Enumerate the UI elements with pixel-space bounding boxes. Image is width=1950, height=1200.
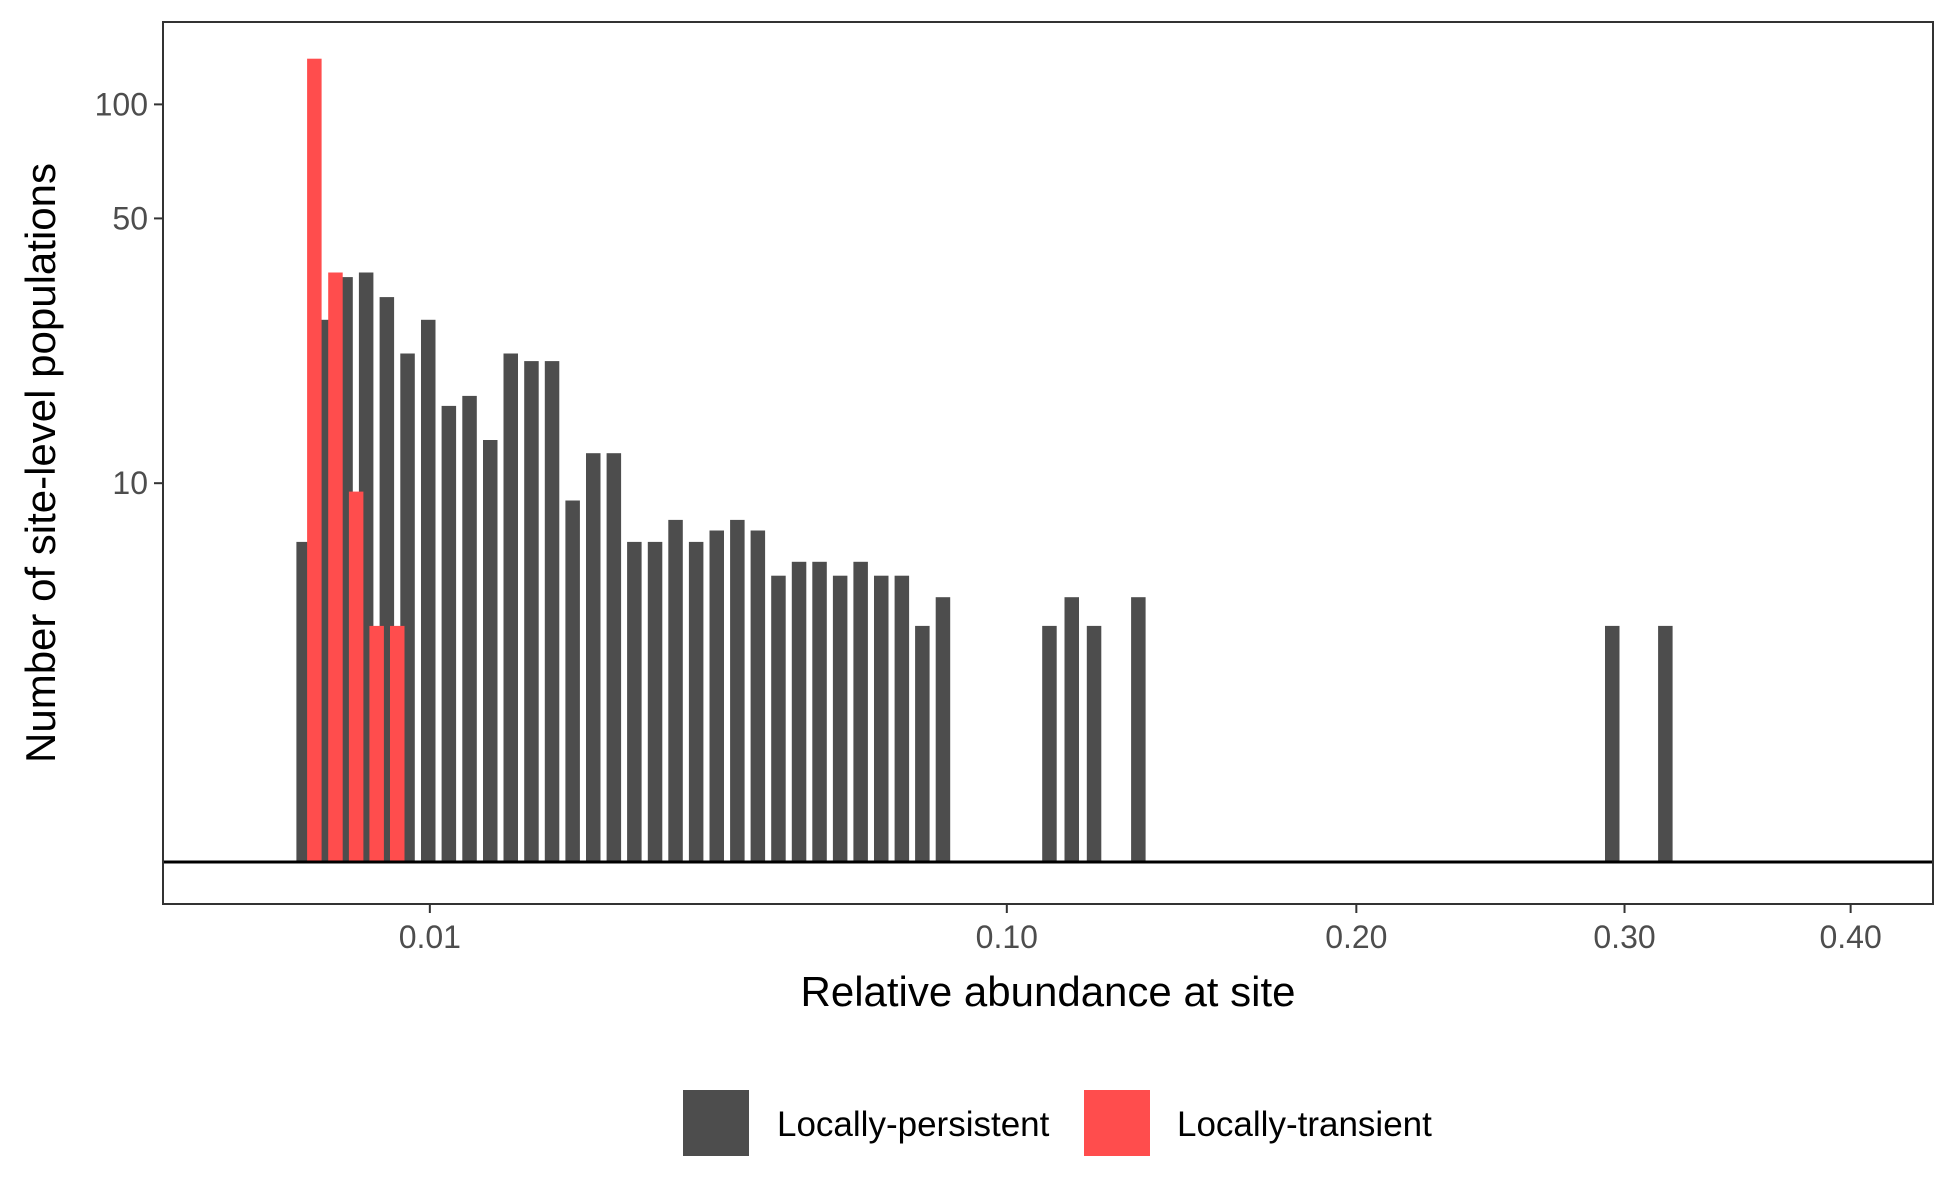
bar-locally-transient-0 xyxy=(307,58,322,862)
bars-group xyxy=(296,58,1673,863)
bar-locally-persistent-10 xyxy=(503,353,518,862)
bar-locally-persistent-37 xyxy=(1658,625,1673,862)
y-axis: 10 50 100 xyxy=(95,86,163,501)
bar-locally-persistent-33 xyxy=(1064,597,1079,862)
bar-locally-transient-1 xyxy=(328,272,343,862)
bar-locally-persistent-12 xyxy=(544,361,560,862)
bar-locally-persistent-22 xyxy=(750,530,766,862)
y-axis-title: Number of site-level populations xyxy=(17,163,64,763)
x-tick-label: 0.40 xyxy=(1819,919,1881,955)
bar-locally-persistent-34 xyxy=(1086,625,1102,862)
bar-locally-persistent-31 xyxy=(935,597,951,862)
bar-locally-persistent-29 xyxy=(894,575,910,862)
bar-locally-persistent-32 xyxy=(1042,625,1057,862)
bar-locally-persistent-30 xyxy=(915,625,930,862)
x-tick-label: 0.30 xyxy=(1593,919,1655,955)
legend-label-locally-transient: Locally-transient xyxy=(1177,1105,1432,1144)
bar-locally-persistent-21 xyxy=(730,519,745,862)
x-tick-label: 0.10 xyxy=(976,919,1038,955)
bar-locally-persistent-25 xyxy=(812,561,827,862)
bar-locally-transient-2 xyxy=(348,491,364,862)
bar-locally-persistent-15 xyxy=(606,453,622,862)
bar-locally-persistent-9 xyxy=(483,440,498,862)
bar-locally-transient-4 xyxy=(390,625,405,862)
x-tick-label: 0.20 xyxy=(1325,919,1387,955)
bar-locally-persistent-36 xyxy=(1605,625,1620,862)
y-tick-label: 10 xyxy=(112,465,148,501)
bar-locally-persistent-28 xyxy=(874,575,889,862)
bar-locally-persistent-7 xyxy=(441,405,457,862)
bar-locally-persistent-16 xyxy=(627,541,642,862)
bar-locally-persistent-26 xyxy=(832,575,848,862)
x-axis-title: Relative abundance at site xyxy=(801,968,1296,1015)
bar-locally-persistent-14 xyxy=(586,453,601,862)
legend-key-locally-persistent xyxy=(683,1090,749,1156)
bar-locally-transient-3 xyxy=(369,625,384,862)
legend: Locally-persistent Locally-transient xyxy=(683,1090,1432,1156)
legend-label-locally-persistent: Locally-persistent xyxy=(777,1105,1050,1144)
bar-locally-persistent-20 xyxy=(709,530,724,862)
bar-locally-persistent-6 xyxy=(421,319,436,862)
x-tick-label: 0.01 xyxy=(399,919,461,955)
y-tick-label: 50 xyxy=(112,200,148,236)
bar-locally-persistent-23 xyxy=(771,575,786,862)
legend-key-locally-transient xyxy=(1084,1090,1150,1156)
y-tick-label: 100 xyxy=(95,86,148,122)
bar-locally-persistent-13 xyxy=(565,500,580,862)
bar-locally-persistent-19 xyxy=(688,541,704,862)
bar-locally-persistent-8 xyxy=(462,395,477,862)
bar-locally-persistent-18 xyxy=(668,519,683,862)
bar-locally-persistent-11 xyxy=(524,361,539,862)
bar-locally-persistent-35 xyxy=(1131,597,1146,862)
x-axis: 0.01 0.10 0.20 0.30 0.40 xyxy=(399,904,1882,955)
plot-panel-border xyxy=(162,21,1934,905)
bar-locally-persistent-24 xyxy=(791,561,807,862)
bar-locally-persistent-17 xyxy=(647,541,663,862)
bar-locally-persistent-27 xyxy=(853,561,868,862)
